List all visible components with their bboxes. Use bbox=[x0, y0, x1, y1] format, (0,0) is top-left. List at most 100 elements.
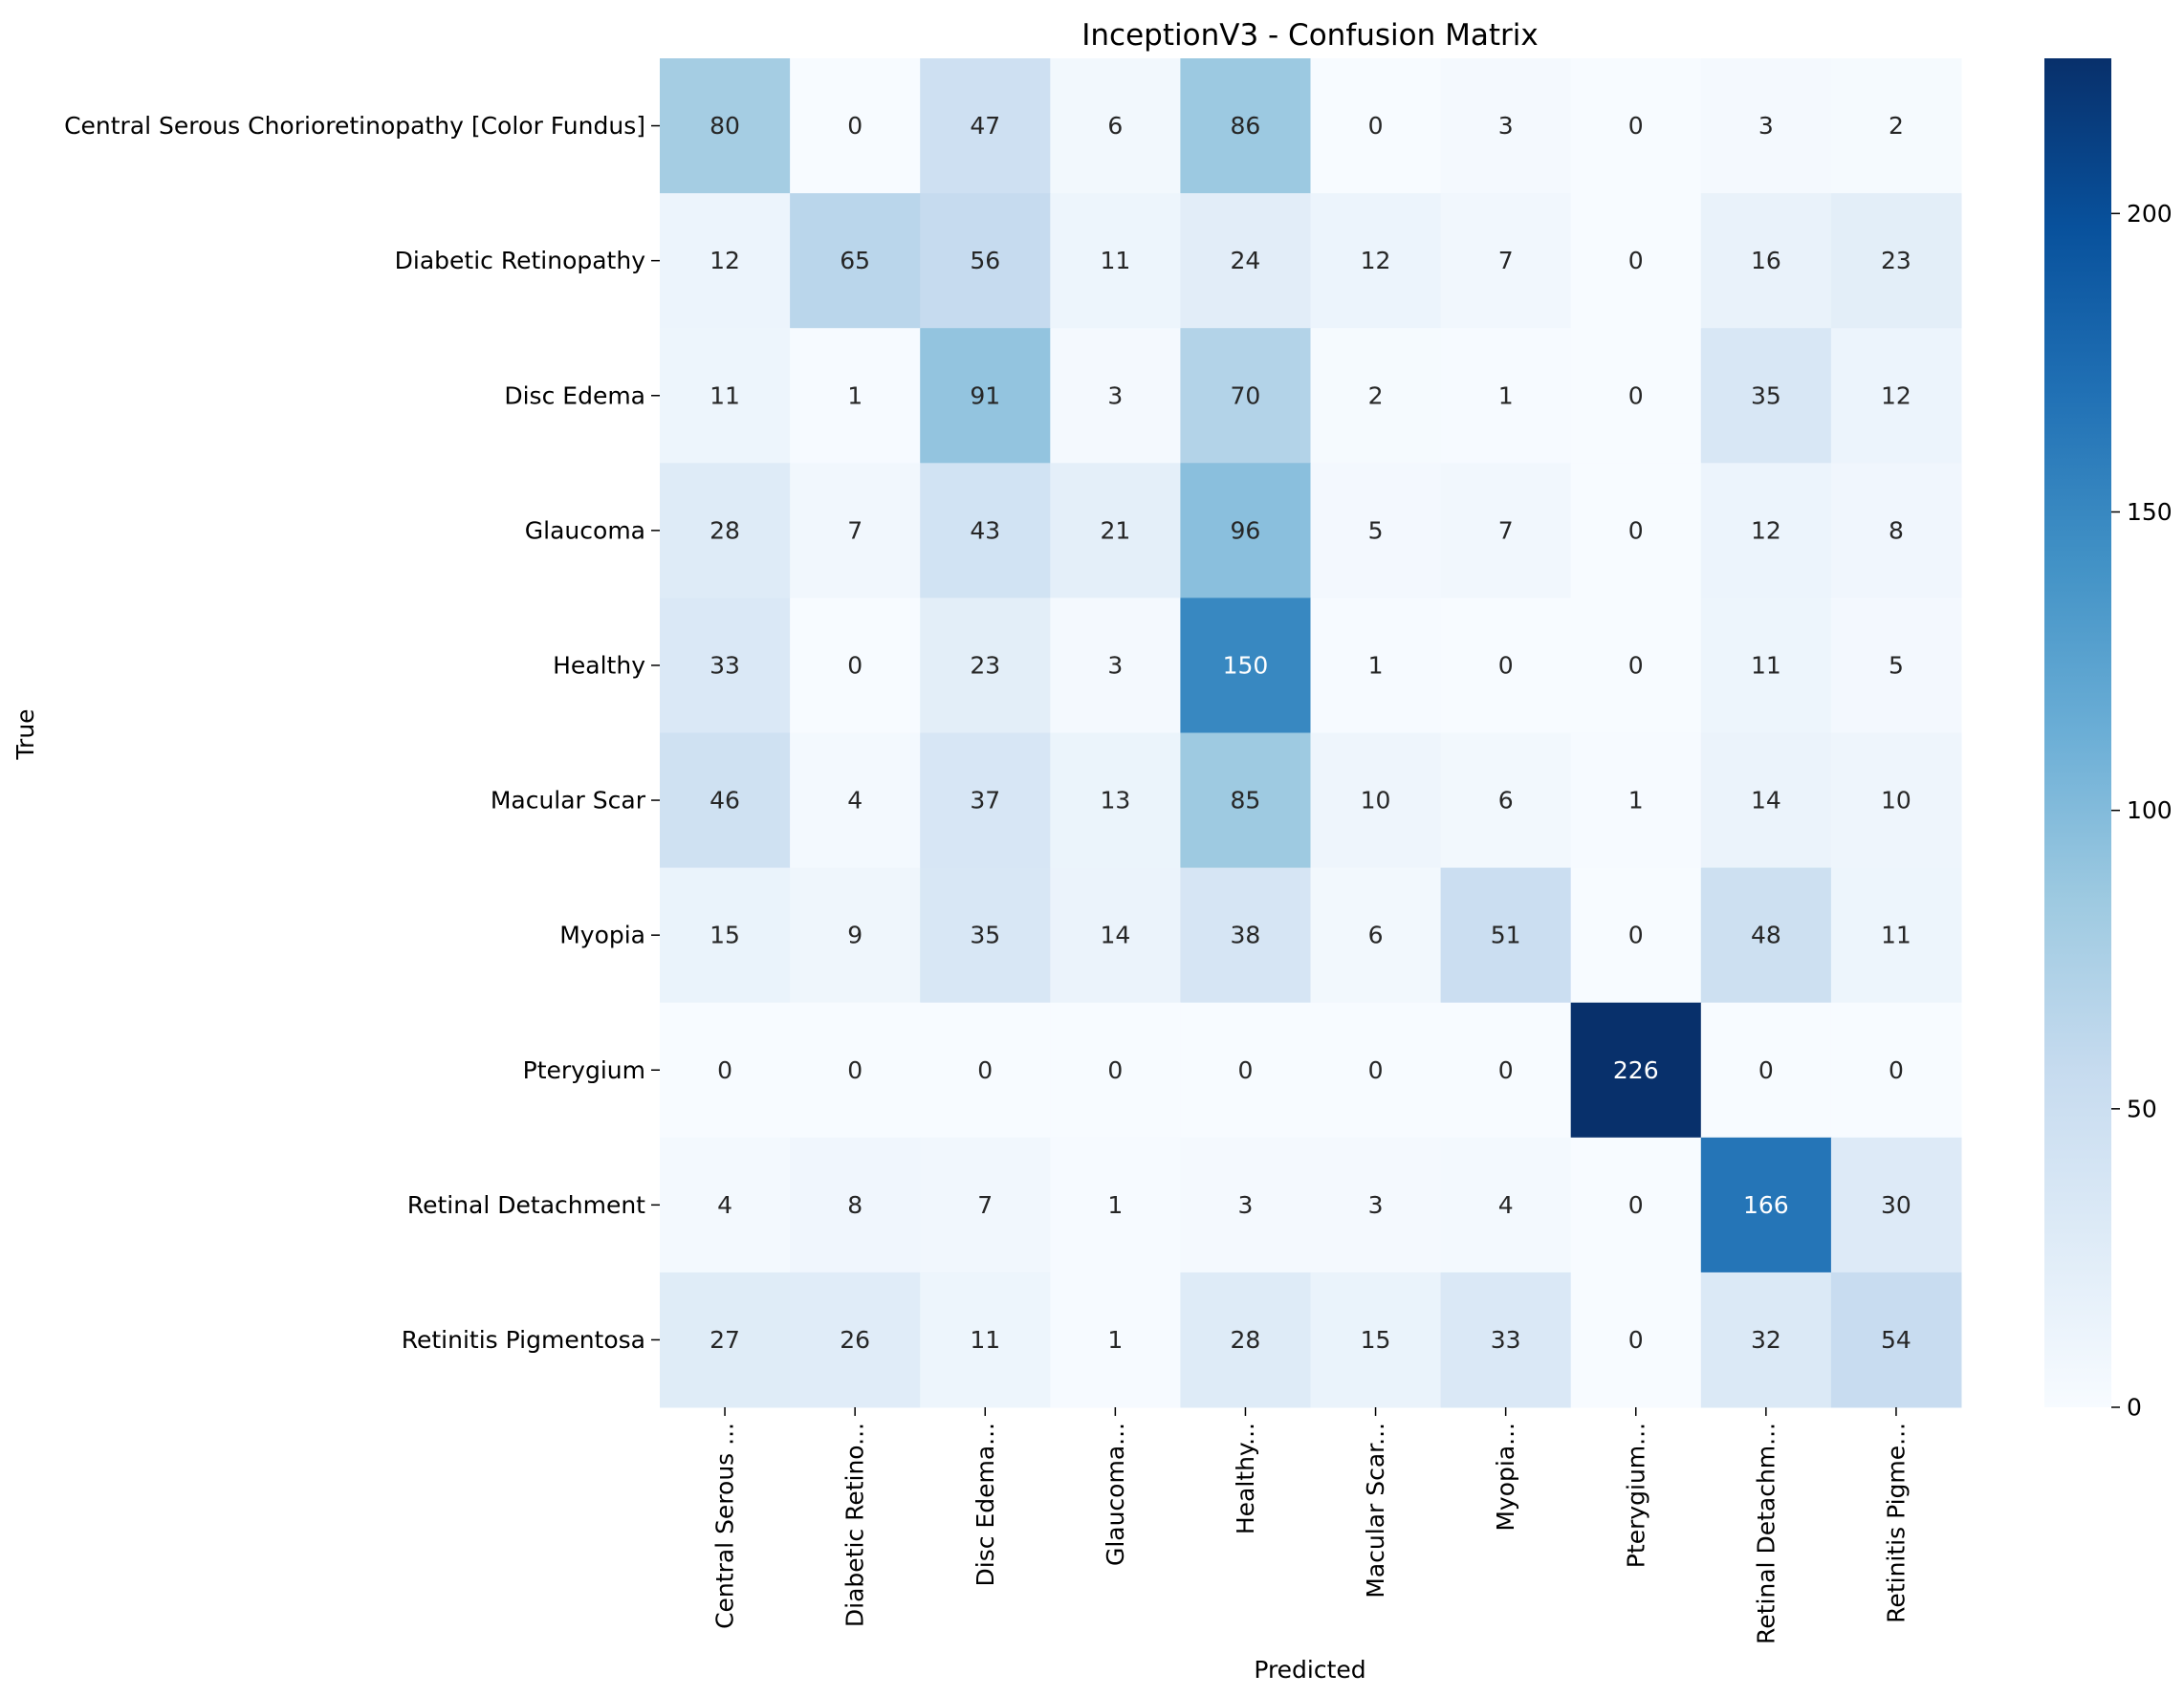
cell-value-r1-c8: 16 bbox=[1751, 247, 1781, 274]
heatmap-cell-r6-c0 bbox=[660, 867, 791, 1004]
heatmap-cell-r9-c6 bbox=[1440, 1272, 1572, 1408]
heatmap-cell-r2-c7 bbox=[1570, 328, 1702, 464]
cell-value-r2-c3: 3 bbox=[1107, 381, 1123, 409]
cell-value-r5-c5: 10 bbox=[1361, 787, 1391, 815]
heatmap-cell-r4-c4 bbox=[1180, 598, 1311, 733]
cell-value-r8-c0: 4 bbox=[717, 1191, 732, 1219]
cell-value-r9-c4: 28 bbox=[1231, 1326, 1261, 1354]
cell-value-r1-c0: 12 bbox=[710, 247, 740, 274]
row-tick-label-6: Myopia bbox=[559, 922, 645, 949]
cell-value-r7-c4: 0 bbox=[1237, 1056, 1253, 1084]
cell-value-r5-c1: 4 bbox=[847, 787, 863, 815]
cell-value-r3-c3: 21 bbox=[1100, 516, 1130, 544]
heatmap-cell-r9-c4 bbox=[1180, 1272, 1311, 1408]
cell-value-r5-c2: 37 bbox=[970, 787, 1000, 815]
cell-value-r4-c5: 1 bbox=[1368, 651, 1384, 679]
heatmap-cell-r9-c5 bbox=[1310, 1272, 1442, 1408]
heatmap-cell-r7-c0 bbox=[660, 1002, 791, 1139]
col-tick-label-0: Central Serous ... bbox=[711, 1423, 739, 1629]
cell-value-r0-c9: 2 bbox=[1889, 112, 1904, 140]
cell-value-r1-c4: 24 bbox=[1231, 247, 1261, 274]
cell-value-r9-c5: 15 bbox=[1361, 1326, 1391, 1354]
heatmap-cell-r8-c2 bbox=[920, 1137, 1051, 1273]
heatmap-cell-r5-c8 bbox=[1700, 732, 1832, 869]
cell-value-r5-c9: 10 bbox=[1881, 787, 1911, 815]
cell-value-r0-c8: 3 bbox=[1758, 112, 1774, 140]
colorbar-tick-label-3: 150 bbox=[2127, 498, 2173, 526]
heatmap-cell-r1-c9 bbox=[1830, 193, 1962, 329]
heatmap-cell-r6-c6 bbox=[1440, 867, 1572, 1004]
cell-value-r8-c4: 3 bbox=[1237, 1191, 1253, 1219]
cell-value-r3-c8: 12 bbox=[1751, 516, 1781, 544]
heatmap-cell-r4-c6 bbox=[1440, 598, 1572, 733]
col-tick-label-7: Pterygium... bbox=[1622, 1423, 1649, 1568]
cell-value-r4-c6: 0 bbox=[1498, 651, 1514, 679]
heatmap-cell-r6-c1 bbox=[790, 867, 921, 1004]
heatmap-cell-r5-c3 bbox=[1050, 732, 1181, 869]
heatmap-cell-r3-c1 bbox=[790, 463, 921, 598]
heatmap-cell-r5-c1 bbox=[790, 732, 921, 869]
cell-value-r8-c3: 1 bbox=[1107, 1191, 1123, 1219]
cell-value-r5-c3: 13 bbox=[1100, 787, 1130, 815]
heatmap-cell-r0-c1 bbox=[790, 58, 921, 194]
cell-value-r3-c9: 8 bbox=[1889, 516, 1904, 544]
cell-value-r3-c4: 96 bbox=[1231, 516, 1261, 544]
heatmap-cell-r8-c5 bbox=[1310, 1137, 1442, 1273]
heatmap-cell-r0-c2 bbox=[920, 58, 1051, 194]
col-tick-label-1: Diabetic Retino... bbox=[841, 1423, 869, 1627]
heatmap-cell-r3-c5 bbox=[1310, 463, 1442, 598]
heatmap-cell-r1-c7 bbox=[1570, 193, 1702, 329]
cell-value-r9-c9: 54 bbox=[1881, 1326, 1911, 1354]
col-tick-label-8: Retinal Detachm... bbox=[1752, 1423, 1780, 1644]
heatmap-cell-r5-c4 bbox=[1180, 732, 1311, 869]
cell-value-r6-c7: 0 bbox=[1628, 922, 1644, 949]
cell-value-r2-c5: 2 bbox=[1368, 381, 1384, 409]
heatmap-cell-r1-c2 bbox=[920, 193, 1051, 329]
heatmap-cell-r1-c4 bbox=[1180, 193, 1311, 329]
cell-value-r6-c0: 15 bbox=[710, 922, 740, 949]
heatmap-cell-r7-c6 bbox=[1440, 1002, 1572, 1139]
heatmap-cell-r8-c7 bbox=[1570, 1137, 1702, 1273]
cell-value-r3-c2: 43 bbox=[970, 516, 1000, 544]
heatmap-cell-r9-c9 bbox=[1830, 1272, 1962, 1408]
heatmap-cell-r5-c5 bbox=[1310, 732, 1442, 869]
cell-value-r2-c0: 11 bbox=[710, 381, 740, 409]
heatmap-cell-r6-c9 bbox=[1830, 867, 1962, 1004]
cell-value-r9-c8: 32 bbox=[1751, 1326, 1781, 1354]
cell-value-r2-c7: 0 bbox=[1628, 381, 1644, 409]
cell-value-r9-c6: 33 bbox=[1491, 1326, 1521, 1354]
cell-value-r7-c1: 0 bbox=[847, 1056, 863, 1084]
heatmap-cell-r2-c1 bbox=[790, 328, 921, 464]
heatmap-cell-r0-c3 bbox=[1050, 58, 1181, 194]
cell-value-r3-c7: 0 bbox=[1628, 516, 1644, 544]
heatmap-cell-r5-c6 bbox=[1440, 732, 1572, 869]
cell-value-r7-c0: 0 bbox=[717, 1056, 732, 1084]
heatmap-cell-r3-c6 bbox=[1440, 463, 1572, 598]
heatmap-cell-r9-c8 bbox=[1700, 1272, 1832, 1408]
cell-value-r4-c7: 0 bbox=[1628, 651, 1644, 679]
heatmap-cell-r1-c3 bbox=[1050, 193, 1181, 329]
heatmap-cell-r8-c1 bbox=[790, 1137, 921, 1273]
row-tick-label-4: Healthy bbox=[553, 651, 645, 679]
row-tick-label-1: Diabetic Retinopathy bbox=[395, 247, 646, 274]
cell-value-r4-c4: 150 bbox=[1223, 651, 1269, 679]
heatmap-cell-r4-c1 bbox=[790, 598, 921, 733]
heatmap-cell-r8-c0 bbox=[660, 1137, 791, 1273]
cell-value-r0-c6: 3 bbox=[1498, 112, 1514, 140]
heatmap-cell-r4-c0 bbox=[660, 598, 791, 733]
heatmap-cell-r6-c3 bbox=[1050, 867, 1181, 1004]
col-tick-label-4: Healthy... bbox=[1232, 1423, 1259, 1534]
cell-value-r2-c2: 91 bbox=[970, 381, 1000, 409]
cell-value-r2-c8: 35 bbox=[1751, 381, 1781, 409]
row-tick-label-0: Central Serous Chorioretinopathy [Color … bbox=[64, 112, 645, 140]
row-tick-labels: Central Serous Chorioretinopathy [Color … bbox=[64, 112, 660, 1354]
heatmap-cell-r1-c1 bbox=[790, 193, 921, 329]
heatmap-cell-r5-c0 bbox=[660, 732, 791, 869]
row-tick-label-7: Pterygium bbox=[523, 1056, 645, 1084]
heatmap-cell-r3-c8 bbox=[1700, 463, 1832, 598]
cell-value-r5-c7: 1 bbox=[1628, 787, 1644, 815]
cell-value-r7-c6: 0 bbox=[1498, 1056, 1514, 1084]
heatmap-cell-r4-c7 bbox=[1570, 598, 1702, 733]
